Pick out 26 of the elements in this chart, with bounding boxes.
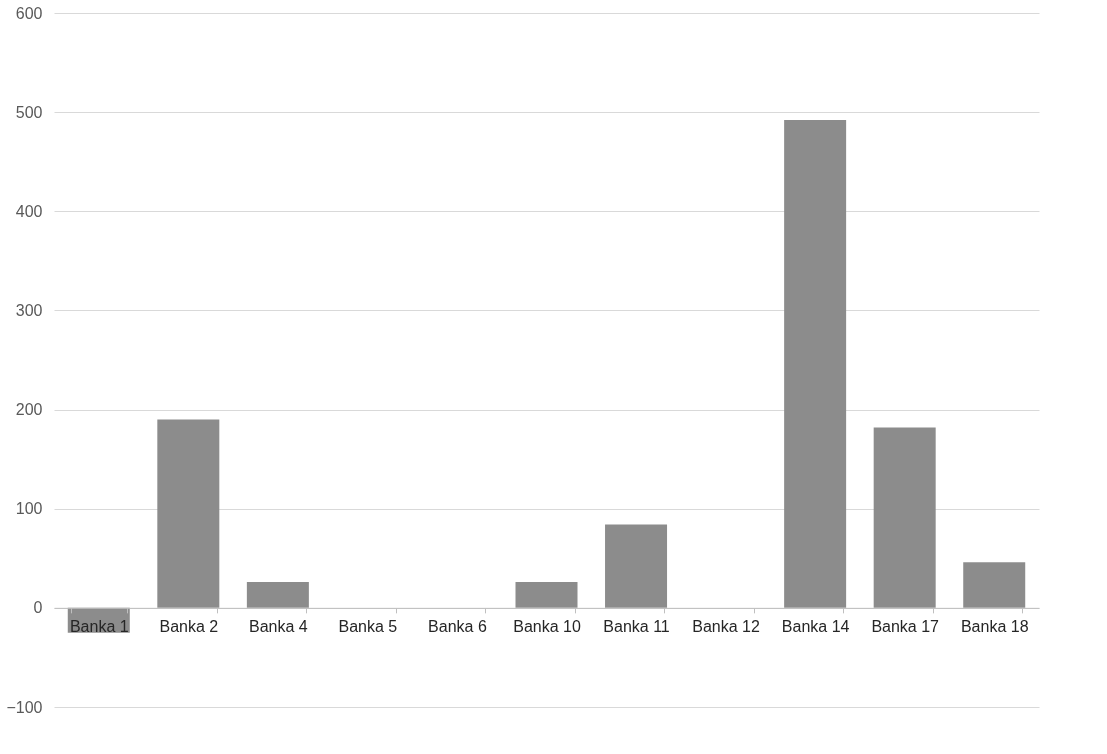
y-tick-label: −100	[6, 698, 43, 716]
bar	[873, 427, 936, 608]
y-tick-label: 0	[33, 599, 43, 617]
y-tick-label: 300	[15, 301, 43, 319]
x-tick-label: Banka 12	[692, 618, 760, 636]
x-tick-label: Banka 10	[513, 618, 581, 636]
x-tick-label: Banka 2	[159, 618, 219, 636]
x-tick-label: Banka 6	[428, 618, 487, 636]
x-tick-label: Banka 1	[69, 618, 129, 636]
bar	[515, 582, 578, 608]
bar	[157, 419, 220, 608]
bar	[246, 582, 309, 608]
y-tick-label: 600	[15, 4, 43, 22]
x-tick-label: Banka 11	[603, 618, 670, 636]
x-tick-label: Banka 17	[871, 618, 940, 636]
bar	[784, 120, 847, 608]
bar	[963, 562, 1026, 608]
y-tick-label: 500	[15, 103, 43, 121]
y-tick-label: 400	[15, 202, 43, 220]
x-tick-label: Banka 14	[781, 618, 850, 636]
y-tick-label: 100	[15, 500, 43, 518]
x-tick-label: Banka 4	[249, 618, 308, 636]
y-tick-label: 200	[15, 401, 43, 419]
x-tick-label: Banka 18	[960, 618, 1029, 636]
x-tick-label: Banka 5	[338, 618, 398, 636]
bar	[605, 524, 668, 608]
